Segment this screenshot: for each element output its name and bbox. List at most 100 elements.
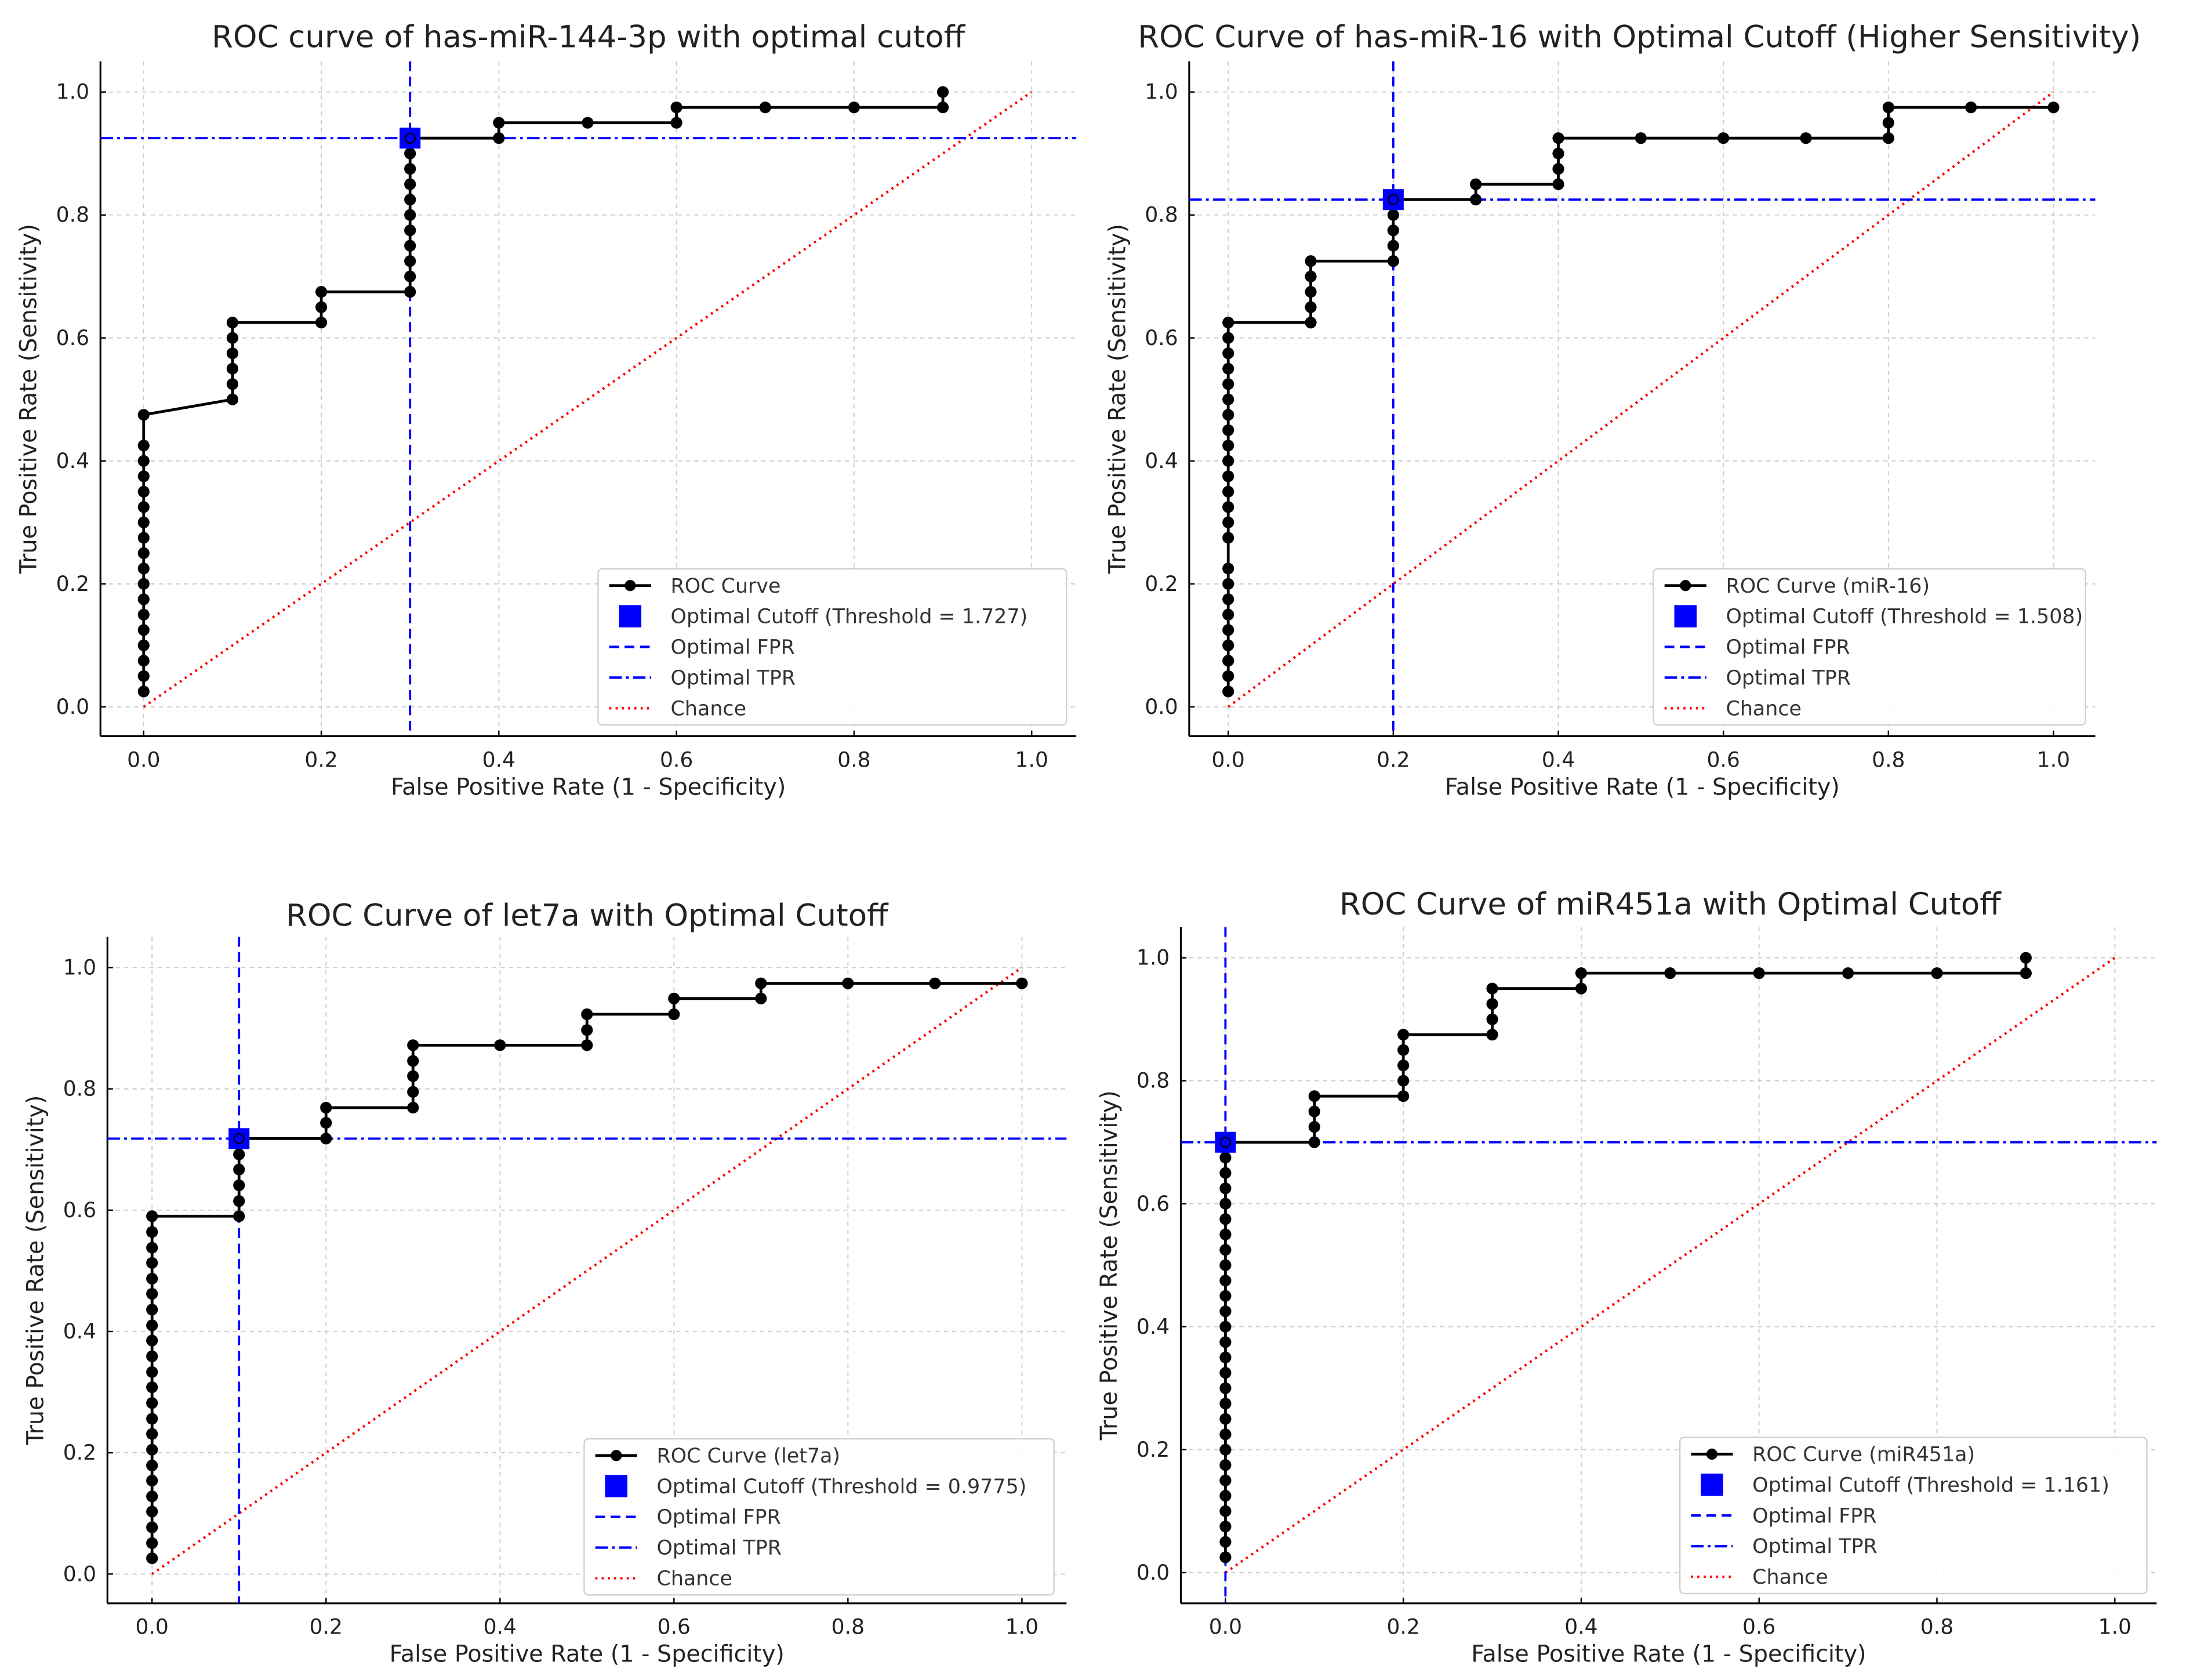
roc-point	[146, 1304, 158, 1316]
roc-point	[1219, 1244, 1232, 1256]
roc-point	[1219, 1305, 1232, 1318]
roc-point	[1222, 455, 1234, 467]
roc-point	[1305, 286, 1317, 298]
legend-box	[583, 1438, 1055, 1596]
roc-point	[1219, 1259, 1232, 1271]
roc-point	[1219, 1398, 1232, 1410]
roc-point	[404, 224, 416, 237]
legend-optimal-swatch	[1701, 1474, 1723, 1496]
roc-point	[146, 1242, 158, 1254]
roc-point	[320, 1101, 332, 1114]
legend-label: Optimal FPR	[657, 1506, 781, 1529]
roc-point	[668, 1008, 680, 1021]
roc-point	[404, 194, 416, 206]
roc-point	[1753, 967, 1765, 979]
roc-chart-panel: 0.0 0.2 0.4 0.6 0.8 1.0 0.0 0.2 0.4 0.6 0.8 1.0 Fals…	[1096, 887, 2157, 1668]
x-tick-label: 0.6	[1742, 1615, 1775, 1639]
roc-point	[137, 547, 150, 559]
y-tick-label: 0.2	[1136, 1438, 1170, 1462]
x-tick-label: 0.4	[1542, 748, 1575, 772]
roc-point	[1219, 1459, 1232, 1471]
y-axis-label: True Positive Rate (Sensitivity)	[1096, 1090, 1123, 1440]
y-tick-label: 0.6	[56, 326, 89, 350]
roc-point	[1965, 101, 1977, 114]
roc-point	[581, 1024, 593, 1036]
legend-label: Optimal Cutoff (Threshold = 1.161)	[1752, 1474, 2109, 1497]
roc-point	[1717, 132, 1730, 144]
optimal-cutoff-marker	[228, 1128, 250, 1149]
roc-point	[404, 178, 416, 190]
roc-point	[226, 362, 239, 375]
y-axis-label: True Positive Rate (Sensitivity)	[23, 1095, 49, 1446]
roc-point	[1222, 670, 1234, 682]
roc-point	[1575, 982, 1588, 995]
roc-point	[1397, 1059, 1410, 1072]
roc-point	[1219, 1428, 1232, 1440]
roc-point	[1635, 132, 1647, 144]
roc-point	[1219, 1228, 1232, 1240]
roc-point	[1222, 639, 1234, 651]
roc-point	[1222, 532, 1234, 544]
legend-label: Optimal TPR	[657, 1537, 782, 1560]
roc-chart-panel: 0.0 0.2 0.4 0.6 0.8 1.0 0.0 0.2 0.4 0.6 0.8 1.0 Fals…	[16, 20, 1077, 800]
roc-point	[1219, 1320, 1232, 1333]
y-tick-label: 0.8	[1136, 1069, 1170, 1093]
roc-point	[233, 1163, 245, 1175]
chance-line	[1227, 90, 2054, 708]
roc-point	[1397, 1044, 1410, 1056]
roc-point	[1388, 194, 1399, 205]
optimal-cutoff-marker	[1215, 1131, 1236, 1153]
roc-point	[1931, 967, 1943, 979]
x-tick-label: 0.6	[660, 748, 693, 772]
roc-point	[226, 317, 239, 329]
x-axis-label: False Positive Rate (1 - Specificity)	[391, 774, 786, 800]
roc-point	[1219, 1152, 1232, 1164]
roc-point	[1219, 1474, 1232, 1486]
roc-point	[1219, 1336, 1232, 1348]
roc-point	[1486, 1013, 1498, 1025]
roc-point	[137, 409, 150, 421]
roc-point	[137, 624, 150, 636]
roc-point	[1222, 501, 1234, 513]
x-tick-label: 0.6	[1706, 748, 1740, 772]
roc-point	[759, 101, 771, 114]
y-tick-label: 0.4	[1145, 449, 1178, 473]
roc-point	[1222, 393, 1234, 405]
legend-label: ROC Curve (miR-16)	[1726, 575, 1930, 598]
roc-point	[842, 977, 854, 989]
roc-point	[1882, 101, 1894, 114]
roc-point	[670, 117, 682, 129]
roc-point	[226, 347, 239, 360]
legend-roc-marker	[611, 1450, 622, 1461]
chance-line	[151, 966, 1023, 1576]
roc-point	[1222, 347, 1234, 360]
roc-point	[320, 1117, 332, 1129]
legend-label: Optimal Cutoff (Threshold = 1.727)	[671, 605, 1028, 629]
roc-point	[146, 1505, 158, 1518]
roc-point	[315, 317, 328, 329]
x-tick-label: 0.4	[1564, 1615, 1597, 1639]
y-tick-label: 0.6	[1145, 326, 1178, 350]
y-tick-label: 0.0	[1136, 1561, 1170, 1585]
y-tick-label: 0.8	[63, 1077, 96, 1101]
roc-point	[1219, 1351, 1232, 1363]
y-axis-label: True Positive Rate (Sensitivity)	[1104, 224, 1131, 574]
roc-point	[1800, 132, 1812, 144]
roc-point	[146, 1272, 158, 1285]
roc-point	[1308, 1121, 1320, 1133]
legend-box	[1653, 568, 2086, 726]
roc-point	[137, 485, 150, 498]
roc-point	[1397, 1075, 1410, 1087]
roc-point	[1222, 685, 1234, 698]
legend-roc-marker	[1706, 1448, 1718, 1460]
roc-chart-panel: 0.0 0.2 0.4 0.6 0.8 1.0 0.0 0.2 0.4 0.6 0.8 1.0 Fals…	[1104, 20, 2141, 801]
roc-point	[2020, 952, 2032, 964]
y-tick-label: 0.4	[56, 449, 89, 473]
roc-point	[1222, 593, 1234, 605]
roc-point	[146, 1428, 158, 1440]
roc-point	[404, 255, 416, 267]
legend-label: ROC Curve (miR451a)	[1752, 1443, 1975, 1467]
y-tick-label: 0.0	[1145, 695, 1178, 719]
roc-point	[494, 1039, 506, 1051]
